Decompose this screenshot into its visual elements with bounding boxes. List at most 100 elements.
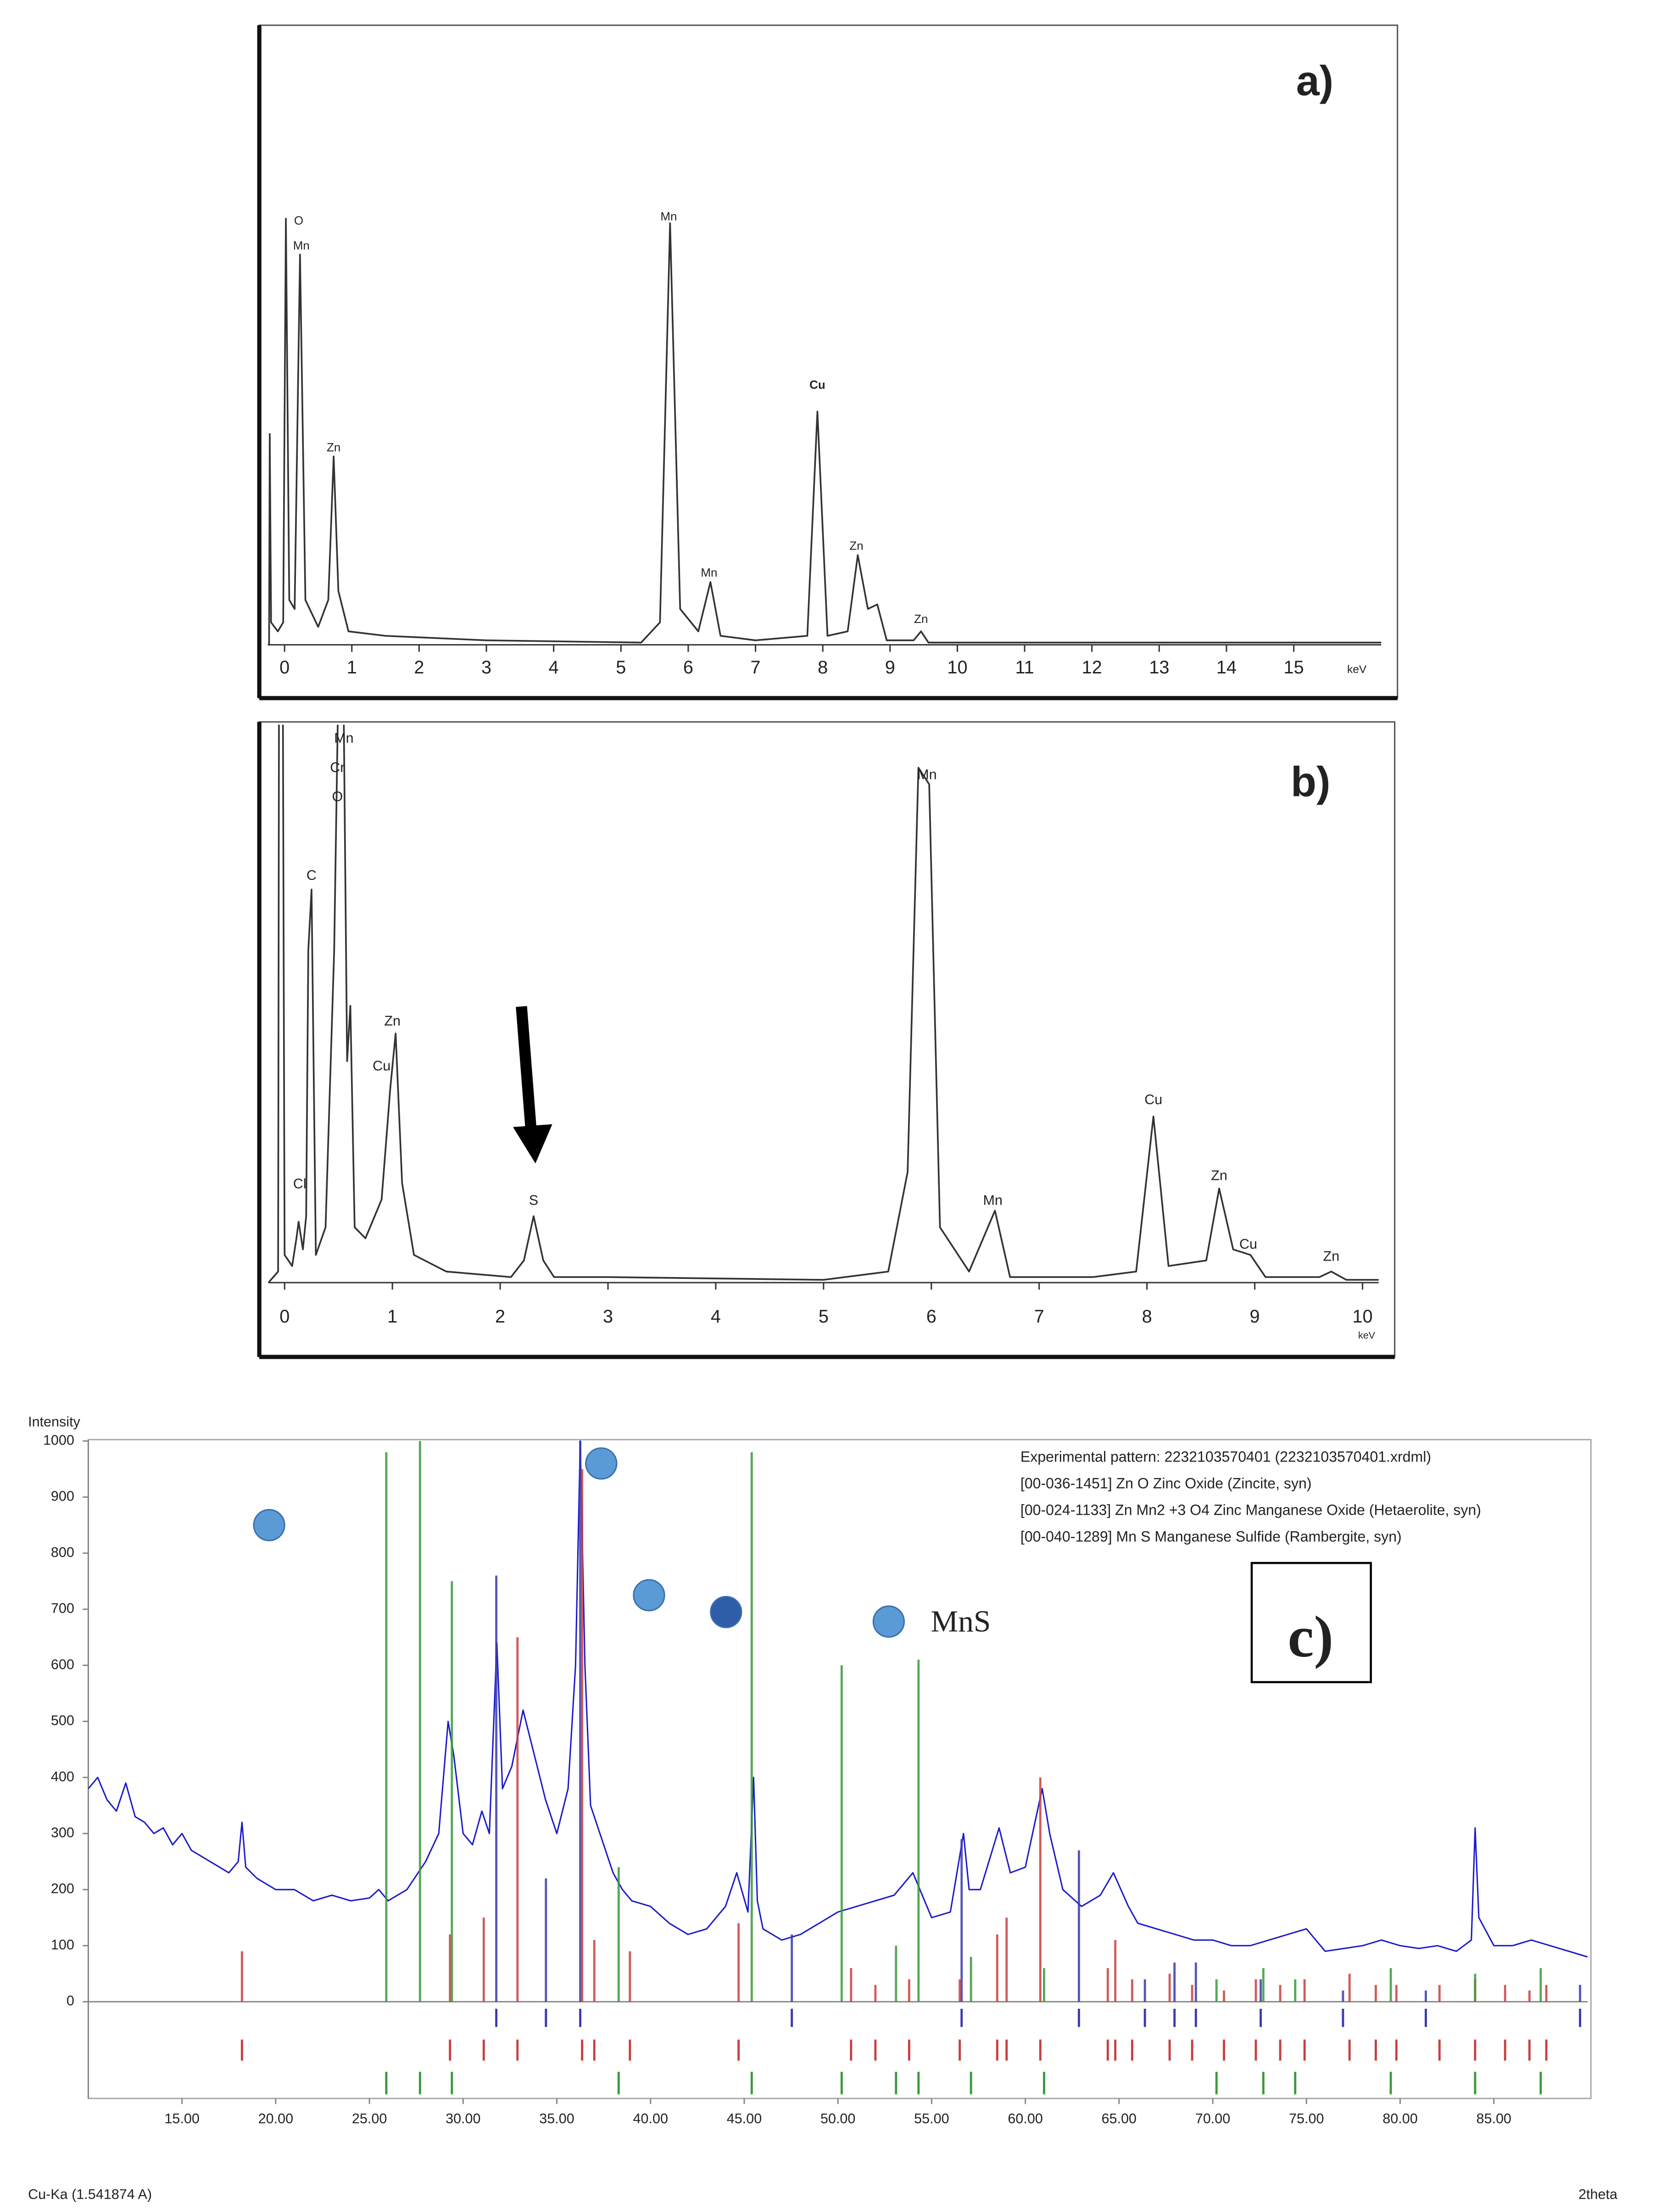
x-tick-label: 50.00 bbox=[820, 2111, 855, 2126]
y-tick-label: 400 bbox=[51, 1769, 74, 1784]
panel-frame bbox=[258, 24, 1399, 699]
peak-label: Mn bbox=[917, 767, 936, 782]
x-tick-label: 55.00 bbox=[914, 2111, 949, 2126]
x-tick-label: 25.00 bbox=[352, 2111, 387, 2126]
spectrum bbox=[268, 724, 1379, 1284]
y-tick-label: 700 bbox=[51, 1601, 74, 1616]
x-tick-label: 6 bbox=[683, 657, 693, 678]
x-tick-label: 8 bbox=[818, 657, 828, 678]
x-tick-label: 9 bbox=[885, 657, 895, 678]
plot-area bbox=[268, 217, 1382, 645]
phase-marker bbox=[585, 1447, 618, 1480]
x-tick-label: 6 bbox=[926, 1306, 936, 1327]
x-tick-label: 10 bbox=[1352, 1306, 1372, 1327]
peak-label: Zn bbox=[1211, 1167, 1227, 1183]
x-tick-label: 14 bbox=[1216, 657, 1237, 678]
x-tick-label: 60.00 bbox=[1008, 2111, 1042, 2126]
peak-label: Mn bbox=[701, 566, 717, 579]
panel-label-box bbox=[1250, 1562, 1372, 1684]
y-tick-label: 600 bbox=[51, 1656, 74, 1672]
experimental-pattern bbox=[88, 1440, 1588, 1958]
x-tick-label: 10 bbox=[947, 657, 967, 678]
panel-label: c) bbox=[1288, 1604, 1333, 1669]
x-tick-label: 40.00 bbox=[633, 2111, 668, 2126]
x-tick-label: 20.00 bbox=[258, 2111, 293, 2126]
source-label: Cu-Ka (1.541874 A) bbox=[28, 2186, 152, 2202]
peak-label: Zn bbox=[849, 539, 863, 552]
y-tick-label: 300 bbox=[51, 1825, 74, 1840]
x-axis-label: keV bbox=[1358, 1330, 1376, 1341]
panel-label: a) bbox=[1296, 58, 1333, 105]
x-tick-label: 0 bbox=[279, 657, 290, 678]
x-axis-label: keV bbox=[1347, 663, 1367, 676]
x-tick-label: 0 bbox=[279, 1306, 290, 1327]
phase-marker bbox=[253, 1509, 285, 1541]
x-tick-label: 2 bbox=[414, 657, 424, 678]
legend-entry: Experimental pattern: 2232103570401 (223… bbox=[1020, 1448, 1431, 1465]
x-tick-label: 11 bbox=[1015, 657, 1034, 678]
marker-label: MnS bbox=[931, 1604, 991, 1638]
phase-marker bbox=[710, 1595, 742, 1628]
x-tick-label: 7 bbox=[751, 657, 761, 678]
x-tick-label: 3 bbox=[603, 1306, 613, 1327]
x-tick-label: 4 bbox=[711, 1306, 721, 1327]
x-tick-label: 30.00 bbox=[446, 2111, 480, 2126]
plot-area bbox=[268, 724, 1379, 1284]
panel-label: b) bbox=[1291, 758, 1330, 805]
peak-label: Zn bbox=[327, 440, 340, 454]
x-tick-label: 1 bbox=[347, 657, 357, 678]
chart-layer: 0 1 2 3 4 5 6 7 8 9 10 11 12 13 14 15 keVa)OMnZnMnMnCuZn… bbox=[28, 58, 1617, 2202]
spectrum bbox=[268, 217, 1382, 645]
x-tick-label: 5 bbox=[819, 1306, 829, 1327]
peak-label: Zn bbox=[1323, 1249, 1340, 1264]
x-tick-label: 35.00 bbox=[539, 2111, 574, 2126]
peak-label: O bbox=[294, 213, 303, 227]
peak-label: Mn bbox=[334, 730, 353, 746]
x-tick-label: 4 bbox=[549, 657, 559, 678]
x-tick-label: 15.00 bbox=[164, 2111, 199, 2126]
y-tick-label: 500 bbox=[51, 1713, 74, 1728]
y-tick-label: 900 bbox=[51, 1489, 74, 1504]
x-tick-label: 12 bbox=[1082, 657, 1102, 678]
arrow-head bbox=[513, 1124, 552, 1164]
peak-label: Zn bbox=[914, 612, 928, 626]
x-tick-label: 5 bbox=[616, 657, 626, 678]
peak-label: Cl bbox=[293, 1176, 307, 1191]
x-tick-label: 75.00 bbox=[1289, 2111, 1324, 2126]
x-tick-label: 15 bbox=[1284, 657, 1304, 678]
peak-label: Mn bbox=[983, 1193, 1002, 1208]
y-tick-label: 0 bbox=[67, 1993, 74, 2009]
y-tick-label: 100 bbox=[51, 1937, 74, 1952]
legend-entry: [00-036-1451] Zn O Zinc Oxide (Zincite, … bbox=[1020, 1475, 1312, 1492]
peak-label: O bbox=[332, 789, 343, 805]
peak-label: Mn bbox=[293, 239, 310, 252]
plot-area bbox=[88, 1440, 1588, 2002]
arrow bbox=[516, 1006, 537, 1134]
y-tick-label: 800 bbox=[51, 1545, 74, 1560]
peak-label: Mn bbox=[660, 210, 677, 223]
x-tick-label: 2 bbox=[495, 1306, 505, 1327]
peak-label: Cu bbox=[373, 1058, 390, 1073]
x-tick-label: 85.00 bbox=[1476, 2111, 1511, 2126]
x-tick-label: 1 bbox=[387, 1306, 397, 1327]
x-tick-label: 13 bbox=[1149, 657, 1169, 678]
x-tick-label: 70.00 bbox=[1195, 2111, 1230, 2126]
legend-entry: [00-024-1133] Zn Mn2 +3 O4 Zinc Manganes… bbox=[1020, 1502, 1481, 1518]
x-tick-label: 9 bbox=[1250, 1306, 1260, 1327]
peak-label: S bbox=[529, 1193, 538, 1208]
x-tick-label: 80.00 bbox=[1382, 2111, 1417, 2126]
panel-frame bbox=[258, 721, 1396, 1358]
legend-entry: [00-040-1289] Mn S Manganese Sulfide (Ra… bbox=[1020, 1528, 1402, 1545]
y-axis-label: Intensity bbox=[28, 1414, 80, 1430]
peak-label: C bbox=[307, 867, 317, 883]
x-tick-label: 45.00 bbox=[727, 2111, 762, 2126]
peak-label: Cu bbox=[809, 378, 825, 391]
x-tick-label: 8 bbox=[1142, 1306, 1152, 1327]
x-tick-label: 3 bbox=[481, 657, 491, 678]
y-tick-label: 1000 bbox=[43, 1432, 74, 1448]
peak-label: Cu bbox=[1239, 1236, 1257, 1252]
peak-label: Cr bbox=[330, 760, 345, 775]
peak-label: Zn bbox=[384, 1013, 401, 1029]
x-axis-label: 2theta bbox=[1578, 2186, 1617, 2202]
